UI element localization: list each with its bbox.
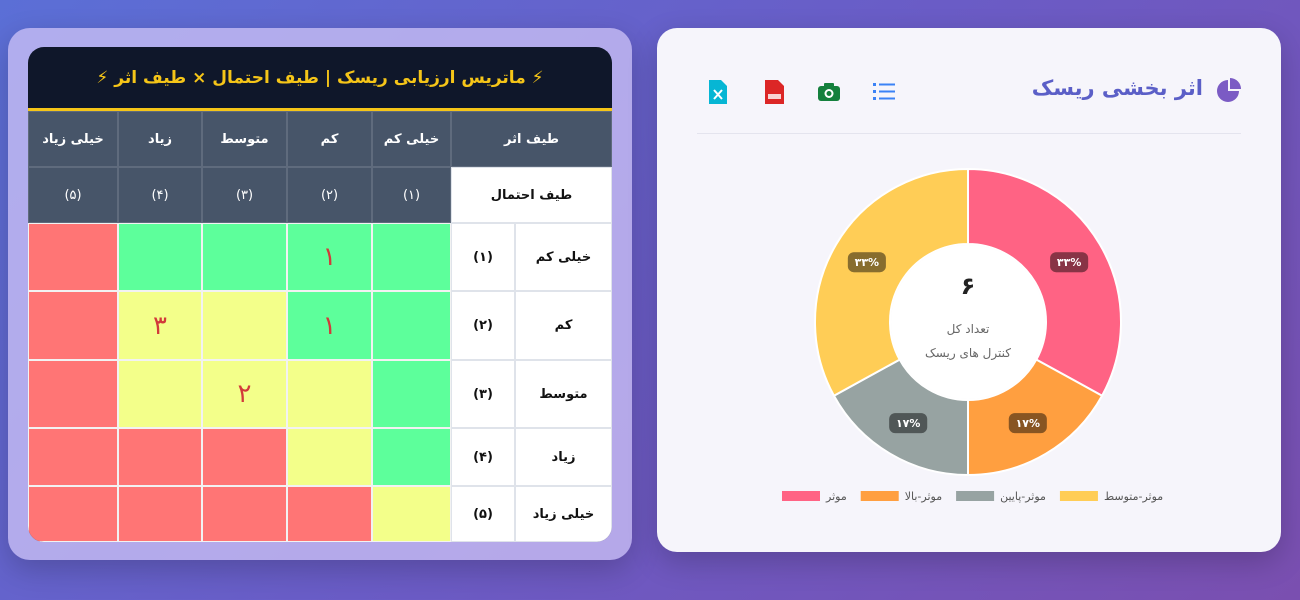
row-code: (۲) [451,291,515,360]
value-label-bg [1008,413,1047,434]
value-label-tint [1050,252,1089,273]
camera-button[interactable] [817,80,841,104]
donut-chart: ۳۳% ۱۷% ۱۷% ۳۳% ۶ تعداد کل کنترل های ریسک موثر م… [782,167,1163,503]
column-code: (۳) [202,167,287,223]
row-code: (۱) [451,223,515,291]
value-label: ۱۷% [1016,417,1040,430]
legend-swatch [1059,491,1098,501]
matrix-cell [28,486,118,542]
value-label-bg [847,252,886,273]
column-label: کم [287,111,372,167]
chart-card: اثر بخشی ریسک ۳۳% ۱۷% ۱۷% ۳۳% ۶ تعداد کل کنترل… [657,28,1281,552]
row-label: خیلی کم [515,223,612,291]
center-label: کنترل های ریسک [925,346,1011,361]
row-label: متوسط [515,360,612,428]
column-label: متوسط [202,111,287,167]
impact-header: طیف اثر [451,111,612,167]
excel-button[interactable] [707,79,729,105]
list-button[interactable] [872,80,896,104]
value-label-tint [847,252,886,273]
matrix-cell [202,291,287,360]
value-label-bg [1050,252,1089,273]
value-label-bg [889,413,928,434]
card-title: اثر بخشی ریسک [1031,76,1203,100]
legend-swatch [860,491,899,501]
matrix-cell [372,428,451,486]
legend-label: موثر-بالا [905,490,942,503]
legend-swatch [956,491,995,501]
matrix-cell [372,223,451,291]
matrix-cell [28,428,118,486]
legend-label: موثر [825,490,847,503]
matrix-cell [202,223,287,291]
matrix-cell [118,428,202,486]
column-code: (۲) [287,167,372,223]
center-value: ۶ [961,272,976,300]
matrix-panel: ⚡ ماتریس ارزیابی ریسک | طیف احتمال × طیف… [8,28,632,560]
center-label: تعداد کل [947,322,990,336]
matrix-cell [287,486,372,542]
column-label: خیلی زیاد [28,111,118,167]
column-code: (۱) [372,167,451,223]
matrix-cell [287,360,372,428]
value-label: ۳۳% [1057,256,1081,269]
divider [697,133,1241,134]
matrix-cell: ۳ [118,291,202,360]
column-code: (۴) [118,167,202,223]
row-code: (۵) [451,486,515,542]
column-label: خیلی کم [372,111,451,167]
pie-slice [967,167,1122,398]
matrix-cell [202,428,287,486]
matrix-cell [372,486,451,542]
row-code: (۴) [451,428,515,486]
row-label: زیاد [515,428,612,486]
matrix-cell: ۱ [287,223,372,291]
matrix-cell [118,360,202,428]
matrix-cell [118,486,202,542]
column-code: (۵) [28,167,118,223]
matrix-cell: ۱ [287,291,372,360]
matrix-cell [28,360,118,428]
legend-label: موثر-متوسط [1104,490,1163,503]
risk-matrix: ⚡ ماتریس ارزیابی ریسک | طیف احتمال × طیف… [28,47,612,542]
column-label: زیاد [118,111,202,167]
value-label-tint [889,413,928,434]
matrix-cell [287,428,372,486]
matrix-cell [372,291,451,360]
legend-label: موثر-پایین [1000,490,1046,503]
probability-header: طیف احتمال [451,167,612,223]
value-label-tint [1008,413,1047,434]
row-label: خیلی زیاد [515,486,612,542]
row-code: (۳) [451,360,515,428]
matrix-cell [28,223,118,291]
matrix-cell: ۲ [202,360,287,428]
donut-hole [891,245,1045,399]
pie-slice [814,167,969,398]
matrix-title: ⚡ ماتریس ارزیابی ریسک | طیف احتمال × طیف… [28,47,612,111]
matrix-cell [118,223,202,291]
value-label: ۳۳% [855,256,879,269]
row-label: کم [515,291,612,360]
value-label: ۱۷% [896,417,920,430]
matrix-cell [372,360,451,428]
legend-swatch [782,491,820,501]
matrix-cell [202,486,287,542]
pie-icon [1217,78,1241,102]
pdf-button[interactable] [762,79,786,105]
matrix-cell [28,291,118,360]
